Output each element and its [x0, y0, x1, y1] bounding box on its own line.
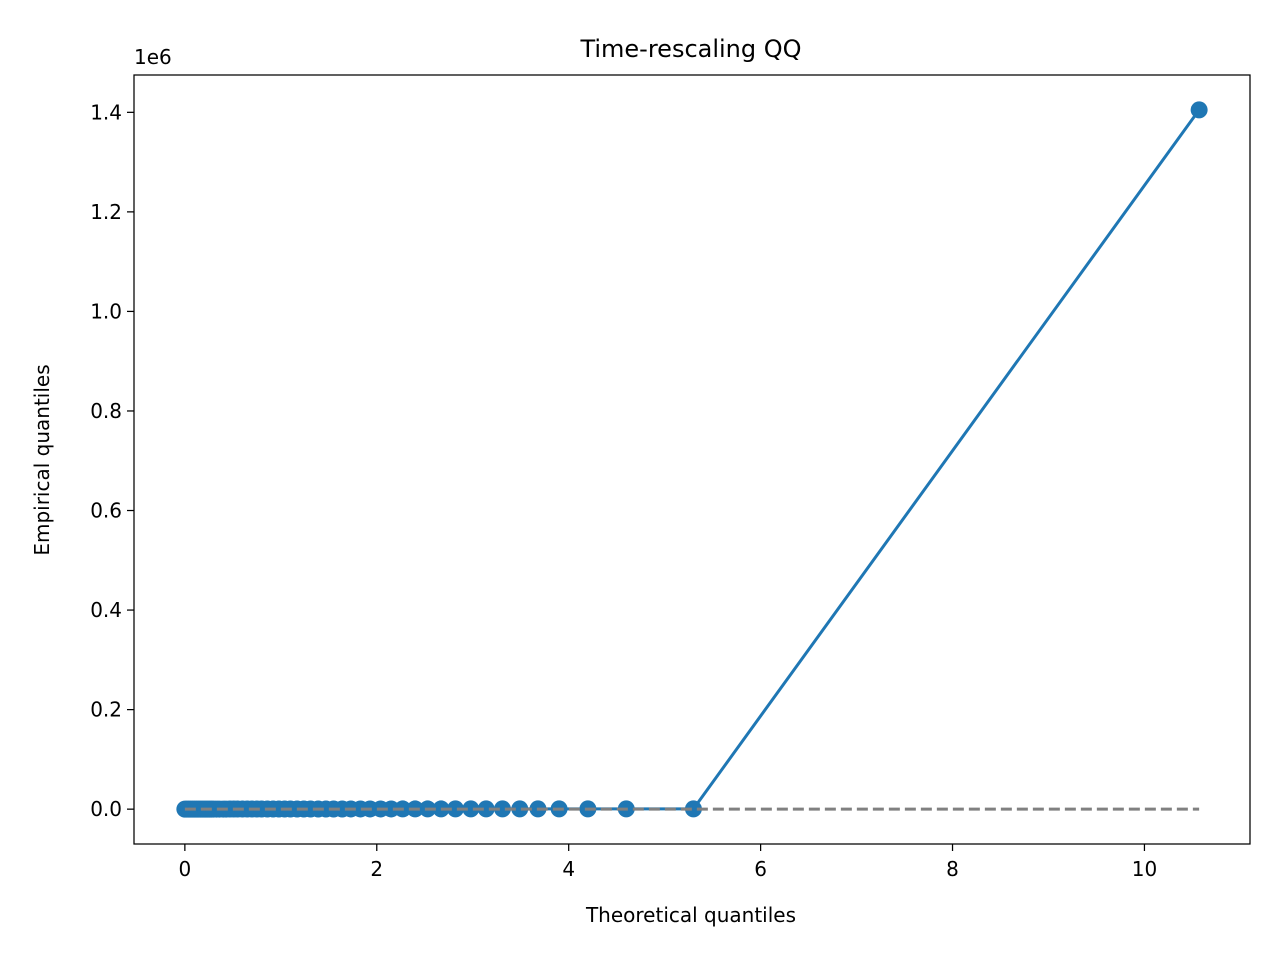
x-tick-label: 6	[754, 857, 767, 881]
data-point	[477, 800, 495, 818]
x-tick-label: 0	[178, 857, 191, 881]
x-axis-ticks: 0 2 4 6 8 10	[178, 844, 1157, 881]
y-tick-label: 0.2	[90, 698, 122, 722]
x-tick-label: 4	[562, 857, 575, 881]
y-tick-label: 0.8	[90, 399, 122, 423]
plot-area-frame	[133, 74, 1251, 845]
y-tick-label: 0.6	[90, 499, 122, 523]
chart-title: Time-rescaling QQ	[579, 35, 801, 63]
y-axis-label: Empirical quantiles	[30, 364, 54, 555]
y-tick-label: 1.2	[90, 200, 122, 224]
data-point	[1190, 101, 1208, 119]
x-axis-label: Theoretical quantiles	[585, 903, 796, 927]
data-point	[511, 800, 529, 818]
data-point	[462, 800, 480, 818]
x-tick-label: 10	[1132, 857, 1157, 881]
data-point	[684, 800, 702, 818]
data-point	[493, 800, 511, 818]
y-axis-ticks: 0.0 0.2 0.4 0.6 0.8 1.0 1.2 1.4	[90, 100, 134, 821]
x-tick-label: 8	[946, 857, 959, 881]
data-point	[446, 800, 464, 818]
y-tick-label: 1.4	[90, 100, 122, 124]
y-tick-label: 0.0	[90, 797, 122, 821]
y-axis-offset-label: 1e6	[134, 45, 172, 69]
y-tick-label: 1.0	[90, 299, 122, 323]
x-tick-label: 2	[370, 857, 383, 881]
y-tick-label: 0.4	[90, 598, 122, 622]
